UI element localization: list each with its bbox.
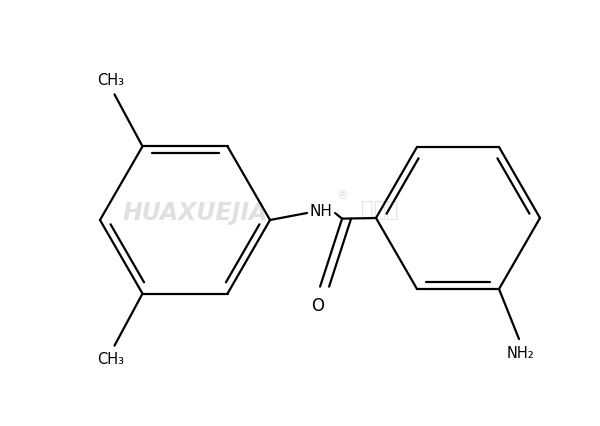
Text: NH: NH xyxy=(310,204,332,219)
Text: ®: ® xyxy=(336,190,348,202)
Text: NH₂: NH₂ xyxy=(507,346,535,361)
Text: CH₃: CH₃ xyxy=(97,73,124,88)
Text: O: O xyxy=(311,296,325,315)
Text: HUAXUEJIA: HUAXUEJIA xyxy=(122,201,268,225)
Text: 化学加: 化学加 xyxy=(361,200,399,220)
Text: CH₃: CH₃ xyxy=(97,351,124,367)
